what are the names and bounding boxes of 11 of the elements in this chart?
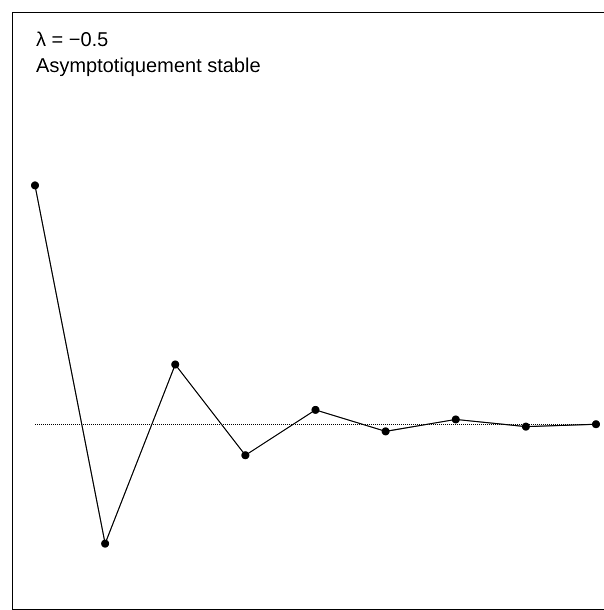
point <box>171 360 180 369</box>
point <box>312 406 320 414</box>
point <box>452 415 460 424</box>
chart-title: λ = −0.5 <box>36 29 108 51</box>
point <box>101 540 110 548</box>
point <box>592 420 600 428</box>
point <box>522 422 530 431</box>
point <box>382 427 390 436</box>
point <box>31 181 39 190</box>
chart-subtitle: Asymptotiquement stable <box>36 55 261 77</box>
point <box>241 451 250 460</box>
